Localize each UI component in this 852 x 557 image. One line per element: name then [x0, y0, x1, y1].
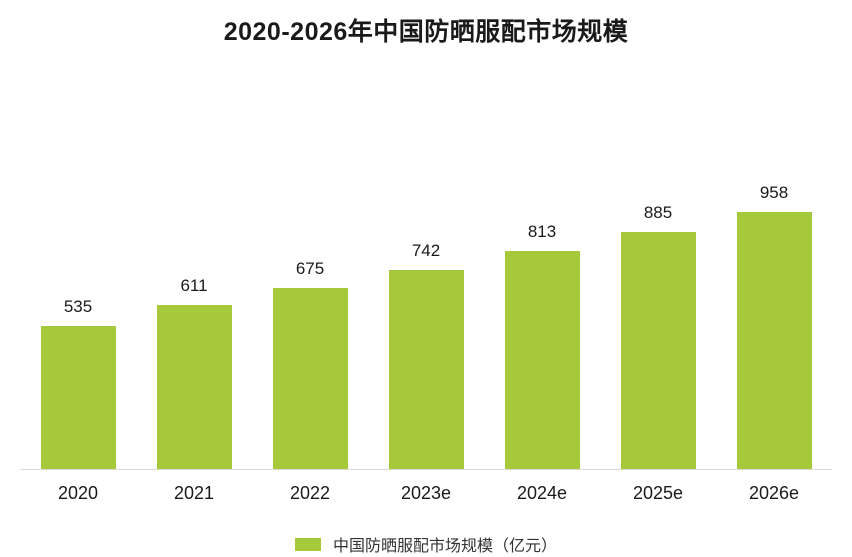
bar: [388, 270, 464, 469]
bar-value-label: 958: [759, 183, 789, 202]
chart-title: 2020-2026年中国防晒服配市场规模: [223, 18, 629, 46]
bar-column: 958: [716, 144, 832, 469]
bar: [504, 251, 580, 469]
x-axis-label: 2021: [173, 483, 215, 503]
x-axis-label: 2023e: [400, 483, 452, 503]
bar-column: 813: [484, 144, 600, 469]
x-axis-label: 2020: [57, 483, 99, 503]
x-axis: 2020 2021 2022 2023e 2024e 2025e 2026e: [20, 470, 832, 504]
bar-value-label: 535: [63, 297, 93, 316]
bar-value-label: 885: [643, 203, 673, 222]
bar-column: 611: [136, 144, 252, 469]
x-axis-label: 2022: [289, 483, 331, 503]
bar-value-label: 813: [527, 222, 557, 241]
bar-value-label: 675: [295, 259, 325, 278]
bar-value-label: 611: [180, 276, 208, 295]
bar: [272, 288, 348, 469]
bar: [156, 305, 232, 469]
x-axis-label: 2025e: [632, 483, 684, 503]
bar-column: 535: [20, 144, 136, 469]
x-axis-label: 2024e: [516, 483, 568, 503]
bar: [736, 212, 812, 469]
bar-column: 885: [600, 144, 716, 469]
bar-chart-plot-area: 535 611 675 742 813 885 958: [20, 144, 832, 470]
x-axis-label: 2026e: [748, 483, 800, 503]
legend-swatch: [294, 537, 321, 551]
legend: 中国防晒服配市场规模（亿元）: [20, 532, 832, 556]
bar-column: 742: [368, 144, 484, 469]
legend-label: 中国防晒服配市场规模（亿元）: [332, 538, 557, 555]
bar: [40, 326, 116, 469]
bar: [620, 232, 696, 469]
bar-column: 675: [252, 144, 368, 469]
bar-value-label: 742: [411, 241, 441, 260]
